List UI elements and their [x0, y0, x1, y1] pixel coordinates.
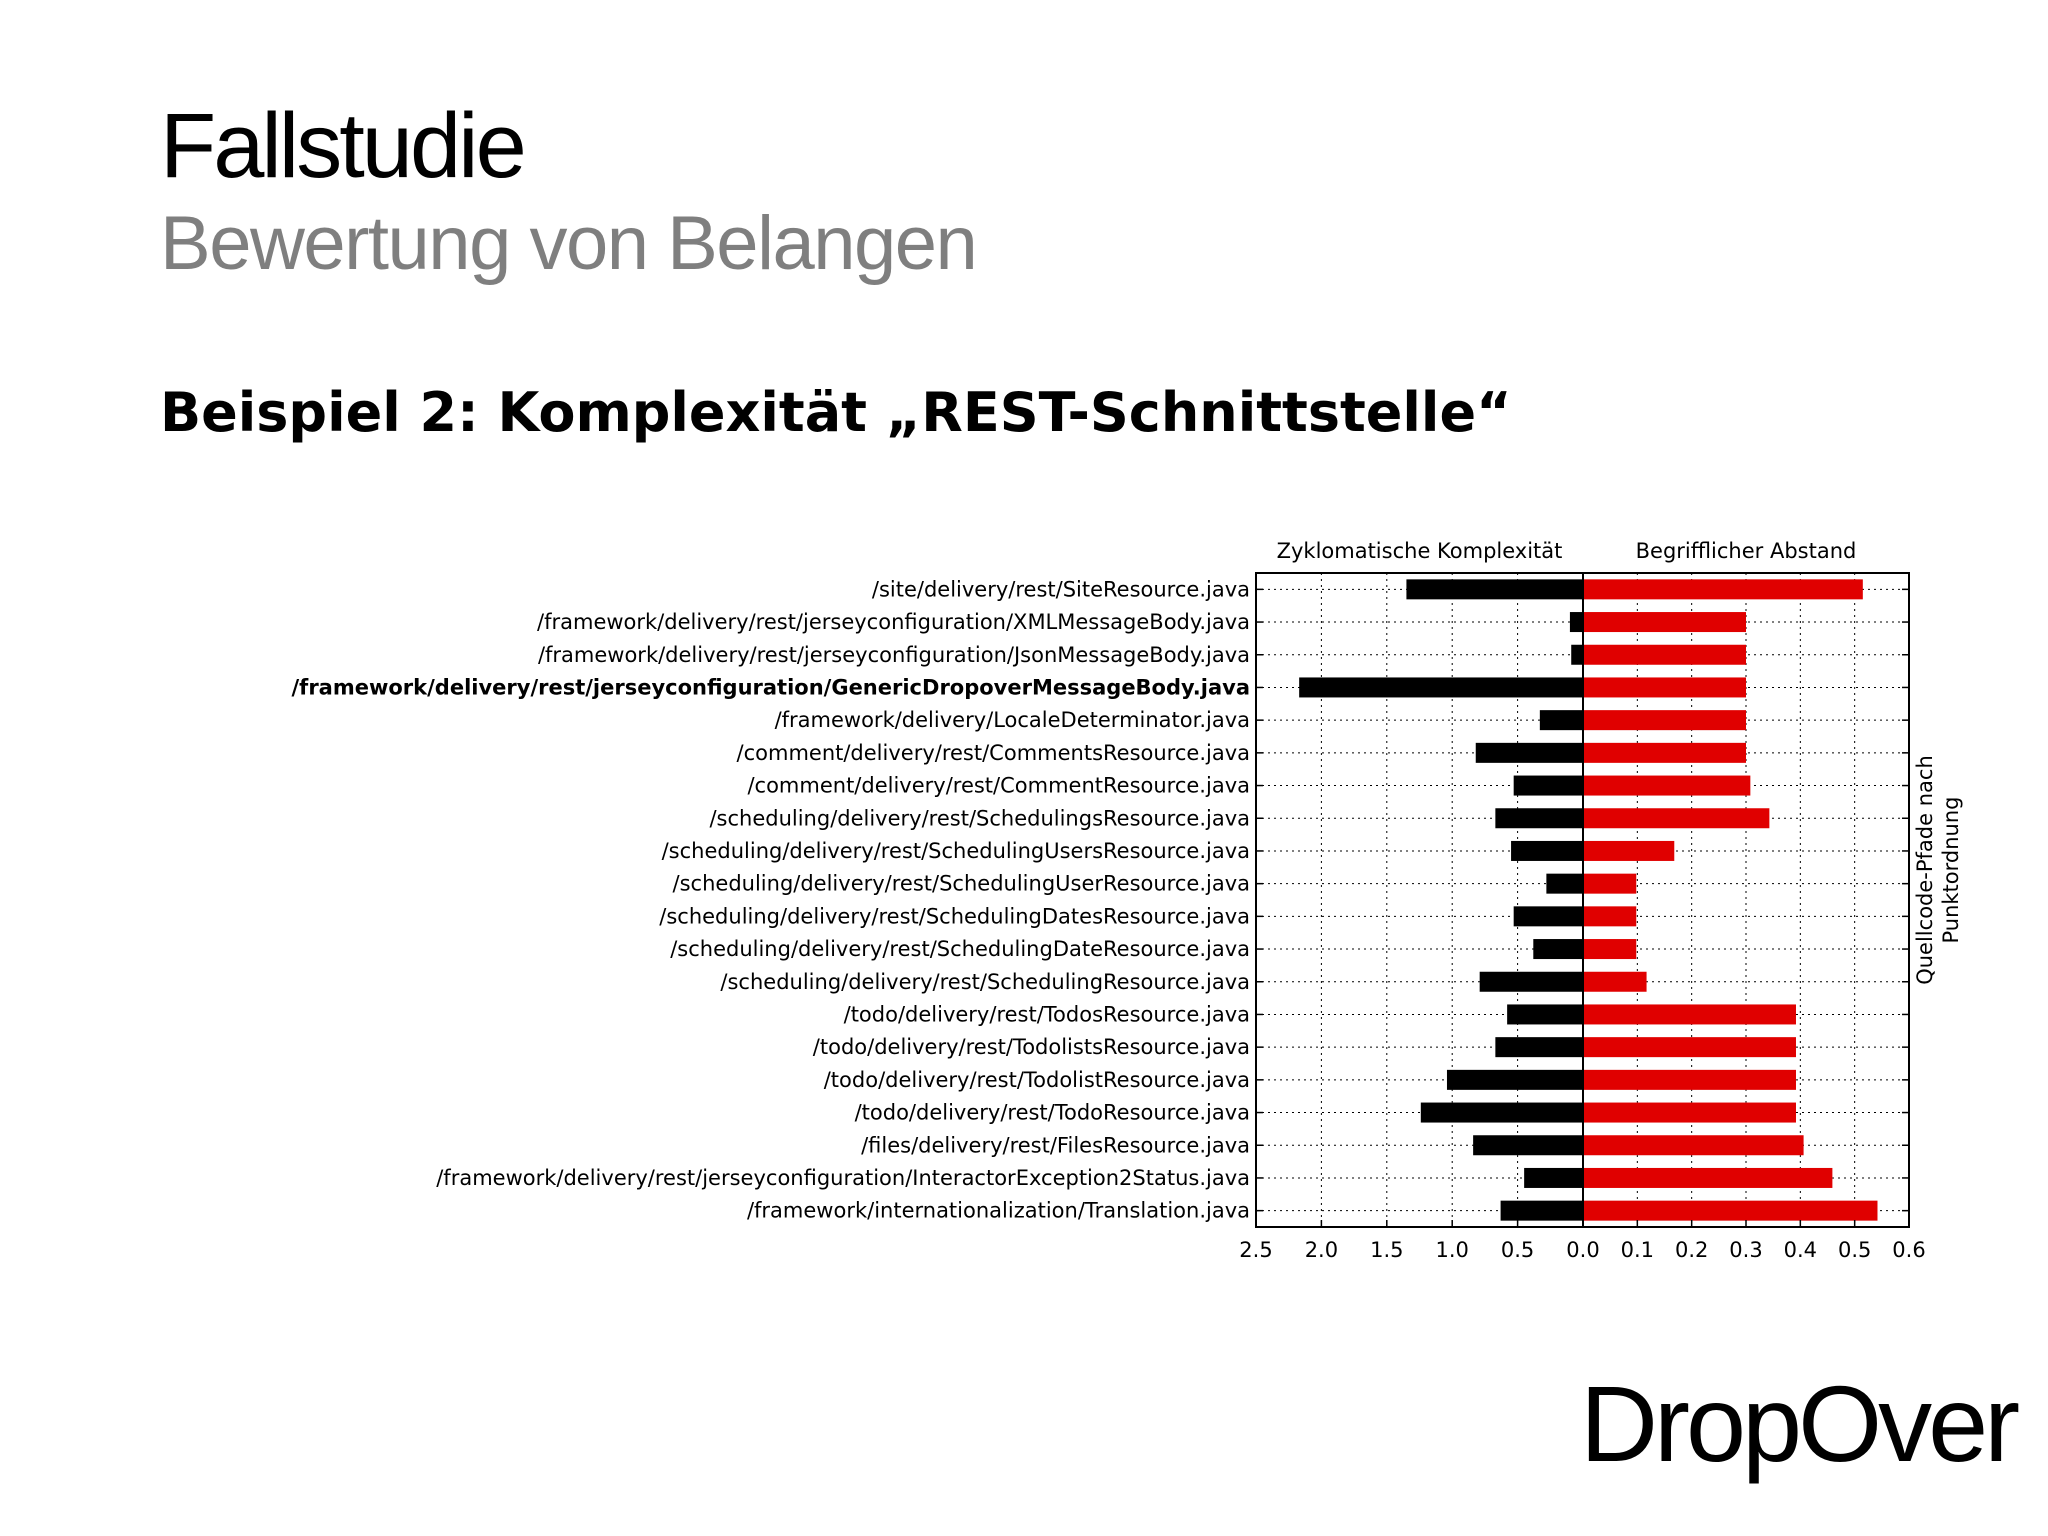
category-label: /framework/delivery/rest/jerseyconfigura… — [538, 643, 1250, 667]
x-tick-label: 0.1 — [1621, 1238, 1654, 1262]
x-tick-label: 0.5 — [1838, 1238, 1871, 1262]
bar-distance — [1583, 1167, 1833, 1188]
bar-distance — [1583, 775, 1751, 796]
category-label: /todo/delivery/rest/TodolistResource.jav… — [824, 1068, 1250, 1092]
bar-complexity — [1569, 612, 1583, 633]
bar-distance — [1583, 644, 1746, 665]
slide-subtitle: Bewertung von Belangen — [160, 201, 978, 286]
category-label: /scheduling/delivery/rest/SchedulingUser… — [662, 839, 1250, 863]
category-label: /scheduling/delivery/rest/SchedulingUser… — [673, 872, 1250, 896]
bar-distance — [1583, 971, 1647, 992]
category-label: /framework/internationalization/Translat… — [747, 1199, 1250, 1223]
bar-distance — [1583, 710, 1746, 731]
bar-complexity — [1479, 971, 1583, 992]
dropover-logo: DropOver — [1580, 1363, 2020, 1484]
bar-distance — [1583, 742, 1746, 763]
category-label: /todo/delivery/rest/TodoResource.java — [855, 1101, 1250, 1125]
bar-complexity — [1539, 710, 1583, 731]
bar-complexity — [1495, 808, 1583, 829]
bar-complexity — [1507, 1004, 1583, 1025]
x-tick-label: 0.4 — [1784, 1238, 1817, 1262]
bar-distance — [1583, 1069, 1796, 1090]
bar-chart: /site/delivery/rest/SiteResource.java/fr… — [292, 539, 1963, 1262]
bar-complexity — [1546, 873, 1583, 894]
x-tick-label: 0.5 — [1501, 1238, 1534, 1262]
y-axis-label: Punktordnung — [1939, 796, 1963, 943]
bar-complexity — [1513, 906, 1583, 927]
bar-distance — [1583, 1135, 1804, 1156]
bar-complexity — [1533, 939, 1583, 960]
category-label: /todo/delivery/rest/TodolistsResource.ja… — [813, 1035, 1250, 1059]
bar-complexity — [1475, 742, 1583, 763]
bar-complexity — [1299, 677, 1583, 698]
bar-distance — [1583, 1200, 1878, 1221]
category-label: /todo/delivery/rest/TodosResource.java — [844, 1002, 1250, 1026]
x-tick-label: 1.0 — [1435, 1238, 1468, 1262]
section-heading: Beispiel 2: Komplexität „REST-Schnittste… — [160, 381, 1512, 444]
category-label: /framework/delivery/rest/jerseyconfigura… — [436, 1166, 1250, 1190]
slide-title: Fallstudie — [160, 95, 527, 197]
bar-distance — [1583, 579, 1863, 600]
category-label: /scheduling/delivery/rest/SchedulingDate… — [670, 937, 1250, 961]
category-label: /comment/delivery/rest/CommentResource.j… — [747, 774, 1250, 798]
bar-distance — [1583, 808, 1770, 829]
bar-distance — [1583, 906, 1637, 927]
bar-distance — [1583, 1102, 1796, 1123]
x-tick-label: 0.3 — [1729, 1238, 1762, 1262]
category-label: /framework/delivery/rest/jerseyconfigura… — [537, 610, 1250, 634]
x-tick-label: 2.0 — [1305, 1238, 1338, 1262]
category-label: /files/delivery/rest/FilesResource.java — [861, 1133, 1250, 1157]
category-label: /framework/delivery/rest/jerseyconfigura… — [292, 675, 1250, 699]
category-label: /scheduling/delivery/rest/SchedulingDate… — [659, 904, 1250, 928]
category-label: /scheduling/delivery/rest/SchedulingsRes… — [709, 806, 1250, 830]
category-label: /scheduling/delivery/rest/SchedulingReso… — [720, 970, 1250, 994]
bar-complexity — [1495, 1037, 1583, 1058]
bar-distance — [1583, 873, 1637, 894]
x-tick-label: 0.2 — [1675, 1238, 1708, 1262]
bar-complexity — [1446, 1069, 1583, 1090]
category-label: /site/delivery/rest/SiteResource.java — [872, 577, 1250, 601]
bar-complexity — [1420, 1102, 1583, 1123]
bar-complexity — [1571, 644, 1583, 665]
bar-distance — [1583, 677, 1746, 698]
bar-distance — [1583, 612, 1746, 633]
bar-distance — [1583, 1037, 1796, 1058]
bar-complexity — [1513, 775, 1583, 796]
bar-complexity — [1406, 579, 1583, 600]
bar-distance — [1583, 939, 1637, 960]
x-tick-label: 0.6 — [1892, 1238, 1925, 1262]
right-panel-title: Begrifflicher Abstand — [1636, 539, 1857, 563]
category-label: /comment/delivery/rest/CommentsResource.… — [737, 741, 1250, 765]
bar-distance — [1583, 1004, 1796, 1025]
x-tick-label: 2.5 — [1239, 1238, 1272, 1262]
bar-complexity — [1511, 840, 1583, 861]
bar-complexity — [1473, 1135, 1583, 1156]
bar-complexity — [1524, 1167, 1583, 1188]
x-tick-label: 0.0 — [1566, 1238, 1599, 1262]
bar-complexity — [1500, 1200, 1583, 1221]
bar-distance — [1583, 840, 1675, 861]
x-tick-label: 1.5 — [1370, 1238, 1403, 1262]
y-axis-label: Quellcode-Pfade nach — [1913, 755, 1937, 985]
left-panel-title: Zyklomatische Komplexität — [1277, 539, 1563, 563]
category-label: /framework/delivery/LocaleDeterminator.j… — [775, 708, 1250, 732]
